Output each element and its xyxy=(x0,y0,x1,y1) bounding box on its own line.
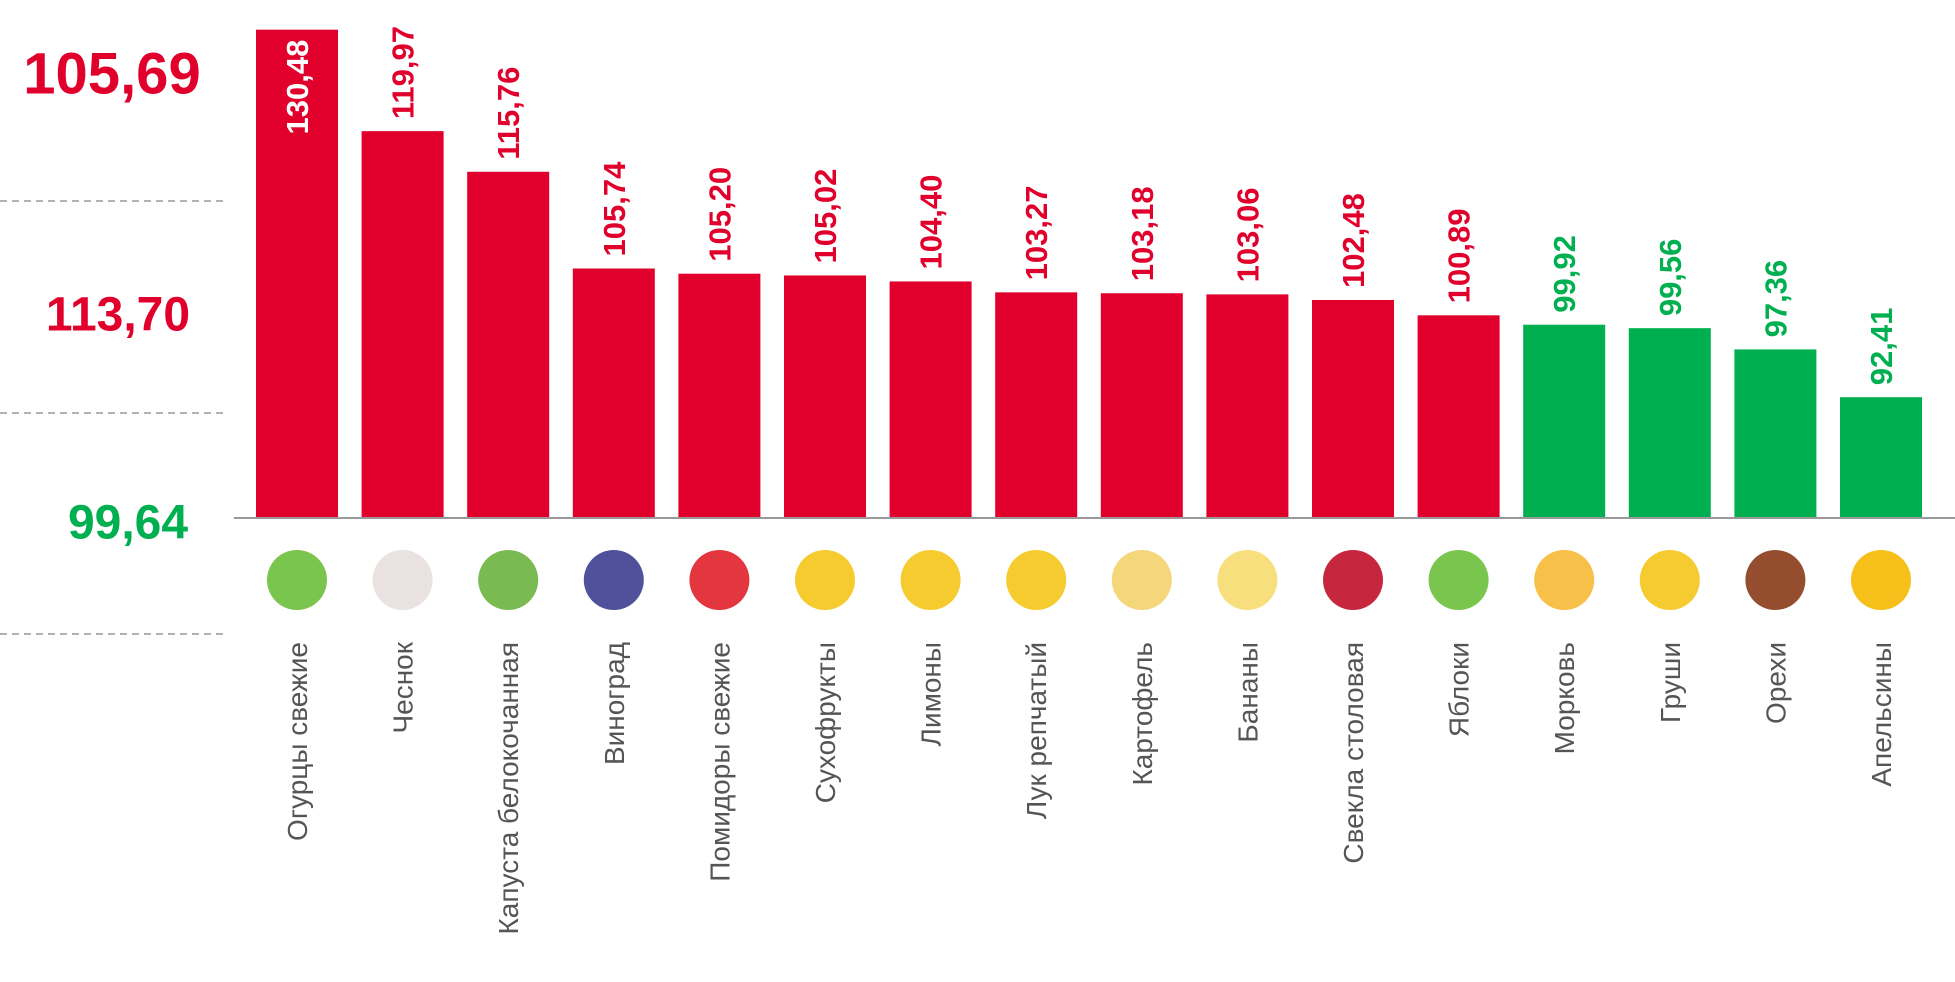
value-label: 99,92 xyxy=(1547,235,1582,313)
value-label: 119,97 xyxy=(386,26,421,119)
bar xyxy=(1312,300,1394,517)
icon xyxy=(689,550,749,610)
category-label: Бананы xyxy=(1232,642,1263,743)
value-label: 99,56 xyxy=(1653,239,1688,317)
bar xyxy=(1523,325,1605,517)
icon xyxy=(795,550,855,610)
icon xyxy=(1534,550,1594,610)
icon xyxy=(1429,550,1489,610)
icon xyxy=(584,550,644,610)
value-label: 103,18 xyxy=(1125,186,1160,281)
annotation: 99,64 xyxy=(68,497,188,550)
value-label: 92,41 xyxy=(1864,308,1899,386)
icon xyxy=(901,550,961,610)
icon xyxy=(1323,550,1383,610)
icon xyxy=(478,550,538,610)
icon xyxy=(373,550,433,610)
bar xyxy=(784,275,866,517)
annotation: 113,70 xyxy=(46,289,190,342)
value-label: 100,89 xyxy=(1442,209,1477,304)
category-label: Свекла столовая xyxy=(1338,642,1369,864)
value-label: 105,74 xyxy=(597,161,632,257)
category-label: Огурцы свежие xyxy=(282,642,313,841)
category-label: Лимоны xyxy=(916,642,947,746)
bar xyxy=(1734,349,1816,517)
value-label: 105,20 xyxy=(702,167,737,262)
icon xyxy=(267,550,327,610)
value-label: 115,76 xyxy=(491,67,526,160)
annotation: 105,69 xyxy=(23,41,200,106)
icon xyxy=(1851,550,1911,610)
chart: 105,69 113,70 99,64 130,48 Огурцы свежие 119,… xyxy=(0,0,1955,982)
bar xyxy=(573,269,655,517)
value-label: 103,27 xyxy=(1019,186,1054,281)
value-label: 105,02 xyxy=(808,169,843,264)
category-label: Виноград xyxy=(599,642,630,765)
value-label: 130,48 xyxy=(280,40,315,135)
icon xyxy=(1640,550,1700,610)
icon xyxy=(1006,550,1066,610)
category-label: Сухофрукты xyxy=(810,642,841,803)
bar xyxy=(362,131,444,517)
category-label: Апельсины xyxy=(1866,642,1897,787)
icon xyxy=(1112,550,1172,610)
category-label: Морковь xyxy=(1549,642,1580,754)
category-label: Яблоки xyxy=(1444,642,1475,737)
bar xyxy=(678,274,760,517)
category-label: Капуста белокочанная xyxy=(493,642,524,935)
category-label: Чеснок xyxy=(388,641,419,733)
category-label: Помидоры свежие xyxy=(704,642,735,882)
bar xyxy=(1840,397,1922,517)
value-label: 102,48 xyxy=(1336,193,1371,288)
bar xyxy=(995,292,1077,517)
category-label: Картофель xyxy=(1127,642,1158,786)
bar xyxy=(1101,293,1183,517)
bar xyxy=(1418,315,1500,517)
bar xyxy=(890,281,972,517)
value-label: 97,36 xyxy=(1758,260,1793,338)
bar xyxy=(467,172,549,517)
category-label: Лук репчатый xyxy=(1021,642,1052,819)
category-label: Груши xyxy=(1655,642,1686,723)
bar xyxy=(1629,328,1711,517)
icon xyxy=(1745,550,1805,610)
value-label: 104,40 xyxy=(914,175,949,270)
category-label: Орехи xyxy=(1760,642,1791,724)
value-label: 103,06 xyxy=(1230,188,1265,283)
bar xyxy=(1206,294,1288,517)
icon xyxy=(1217,550,1277,610)
